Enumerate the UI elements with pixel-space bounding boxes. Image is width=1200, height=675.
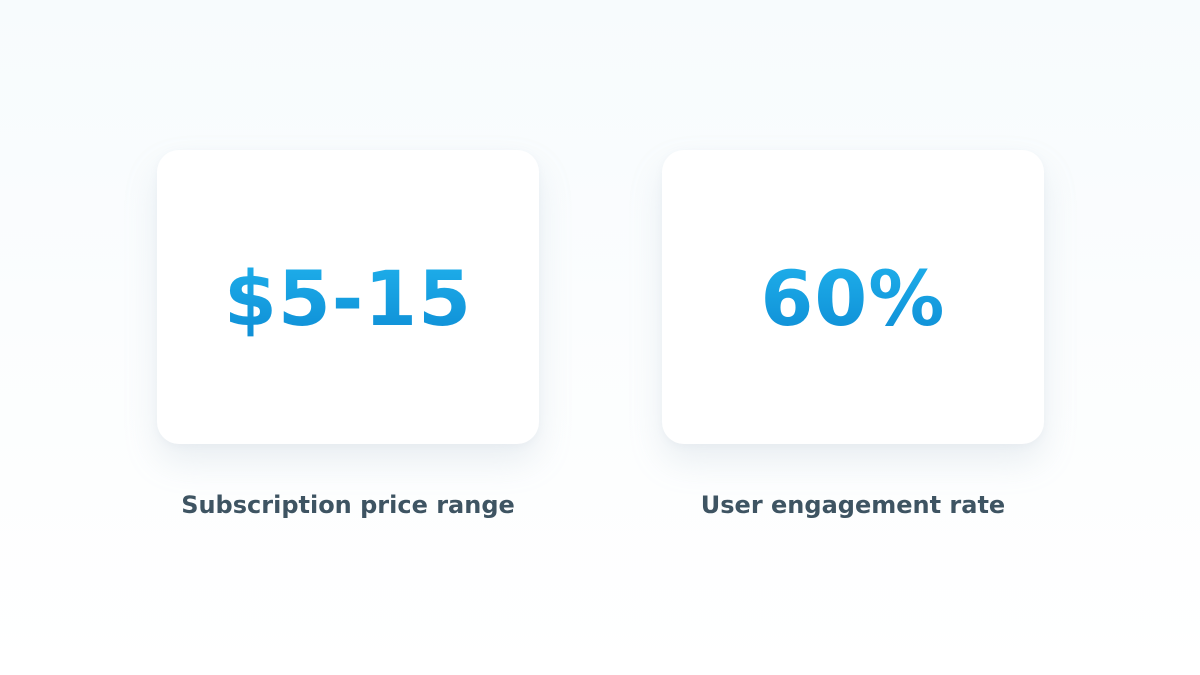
stat-caption: User engagement rate: [700, 491, 1006, 519]
stat-caption: Subscription price range: [181, 491, 515, 519]
stat-value: $5-15: [223, 254, 473, 343]
stat-engagement-rate: 60% User engagement rate: [662, 150, 1044, 520]
stat-value: 60%: [760, 254, 946, 343]
stat-card: 60%: [662, 150, 1044, 444]
stat-subscription-price: $5-15 Subscription price range: [157, 150, 539, 520]
stat-card: $5-15: [157, 150, 539, 444]
